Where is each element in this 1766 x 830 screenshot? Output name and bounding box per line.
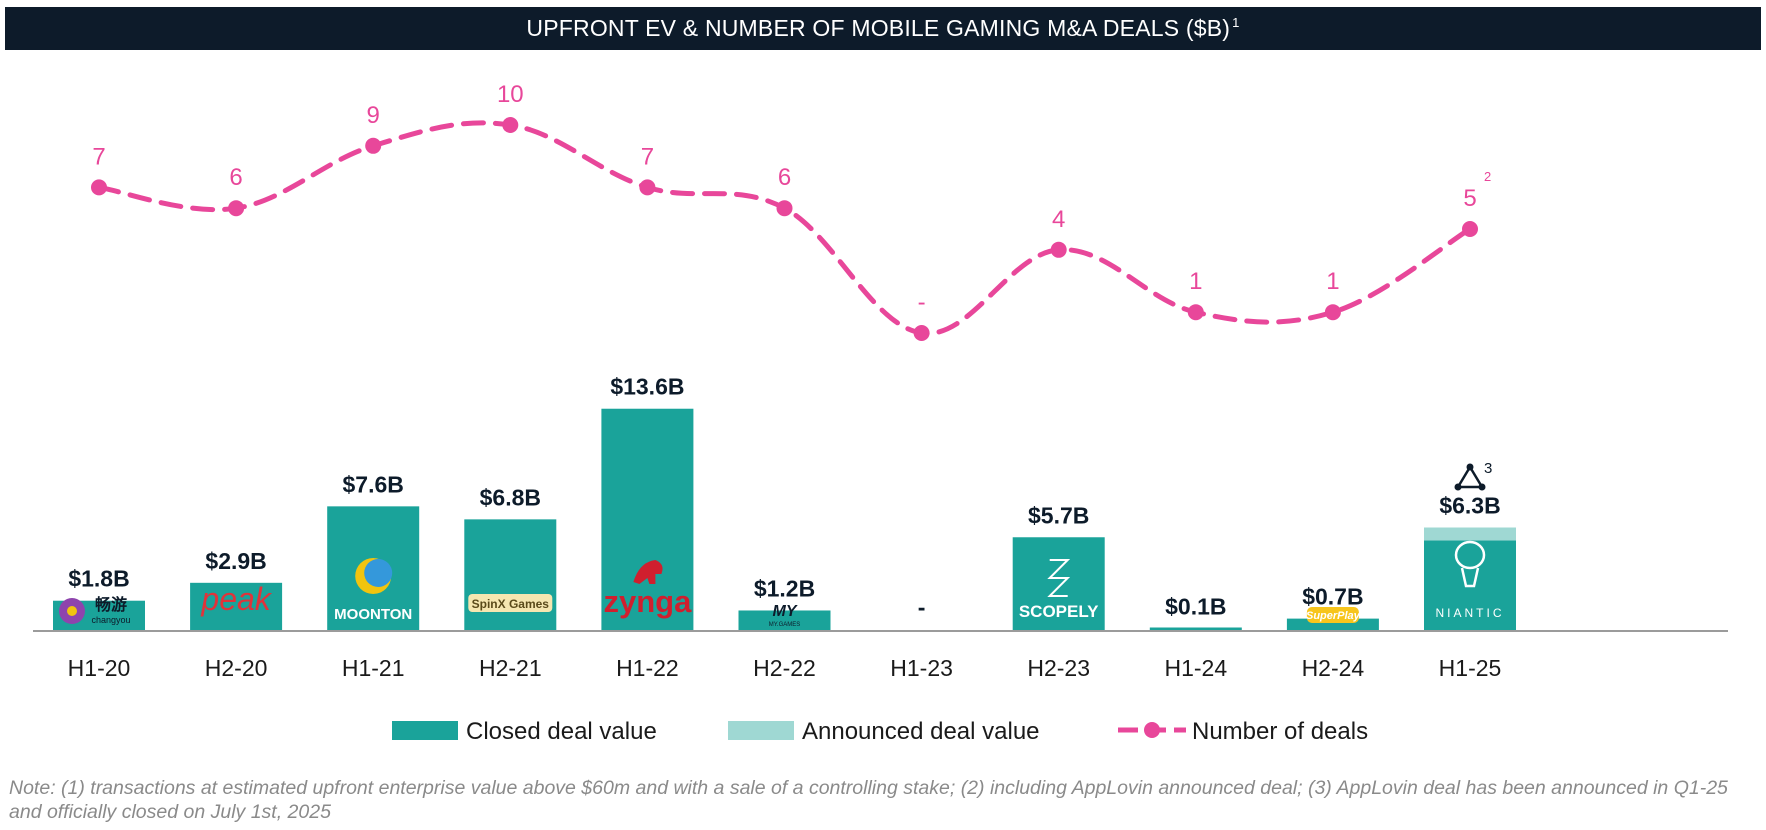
bar-closed-h2-24 [1286,618,1379,630]
bar-closed-h2-21 [464,519,557,630]
mygames-logo: MY.GAMES [769,622,801,628]
moonton-logo: MOONTON [334,606,412,623]
deals-point [639,179,656,196]
announced-footnote: 3 [1484,460,1492,477]
x-tick-label: H1-20 [68,655,131,681]
x-tick-label: H2-21 [479,655,542,681]
bar-value-label: - [918,594,926,620]
deals-label: 1 [1189,268,1202,295]
deals-label: 4 [1052,206,1065,233]
x-tick-label: H1-25 [1439,655,1502,681]
chart-canvas: $1.8B H1-20 $2.9B H2-20 $7.6B H1-21 $6.8B H2-21… [33,81,1728,745]
bar-value-label: $5.7B [1028,502,1089,528]
deals-point [1462,221,1478,237]
x-tick-label: H1-22 [616,655,679,681]
bar-value-label: $1.2B [754,575,815,601]
niantic-logo: NIANTIC [1436,606,1505,620]
chart-title-bar: UPFRONT EV & NUMBER OF MOBILE GAMING M&A… [5,7,1761,50]
mygames-logo-mark: MY [773,603,798,620]
scopely-logo: SCOPELY [1019,602,1099,621]
x-tick-label: H2-20 [205,655,268,681]
superplay-logo-bg [1306,607,1359,623]
bar-value-label: $0.7B [1302,584,1363,610]
niantic-balloon-icon [1454,540,1486,570]
legend-swatch-deals-dot [1144,722,1160,738]
bar-value-label: $1.8B [68,566,129,592]
applovin-icon-dot [1478,483,1486,491]
moonton-logo-mark-inner [364,559,393,587]
title-footnote: 1 [1232,15,1240,30]
x-tick-label: H2-22 [753,655,816,681]
applovin-icon-dot [1454,483,1462,491]
changyou-logo-subtext: changyou [91,615,130,625]
bar-closed-h1-22 [601,408,694,630]
scopely-logo-mark [1047,559,1071,597]
applovin-icon-dot [1466,463,1474,471]
bar-value-label: $13.6B [610,374,684,400]
bar-value-label: $0.1B [1165,593,1226,619]
legend-swatch-announced [728,721,794,740]
bar-value-label: $6.8B [480,484,541,510]
bar-value-label: $7.6B [343,471,404,497]
legend-label-announced: Announced deal value [802,718,1040,745]
legend-label-deals: Number of deals [1192,718,1368,745]
x-tick-label: H2-24 [1302,655,1365,681]
zynga-logo: zynga [603,584,692,619]
deals-point [365,137,382,154]
footnote-note: Note: (1) transactions at estimated upfr… [9,777,1728,823]
x-tick-label: H1-24 [1164,655,1227,681]
changyou-logo-text: 畅游 [95,595,127,614]
deals-label: 7 [92,143,105,170]
deals-label: 9 [367,102,380,129]
deals-point [776,200,793,217]
bar-value-label: $2.9B [205,548,266,574]
deals-point [91,179,107,196]
x-tick-label: H1-23 [890,655,953,681]
spinx-logo: SpinX Games [472,597,550,611]
deals-point [228,200,245,217]
peak-logo: peak [200,581,272,617]
deals-point [1324,304,1341,321]
deals-label: 7 [641,143,654,170]
deals-label: 6 [229,164,242,191]
changyou-logo-center [67,606,77,616]
deals-label: - [918,289,926,316]
bar-closed-h2-20 [190,582,283,630]
bar-value-label: $6.3B [1439,492,1500,518]
deals-label: 1 [1326,268,1339,295]
deals-label: 6 [778,164,791,191]
zynga-dog-icon [633,560,663,584]
chart-title: UPFRONT EV & NUMBER OF MOBILE GAMING M&A… [526,15,1231,41]
x-tick-label: H2-23 [1027,655,1090,681]
bar-announced-h1-25 [1424,527,1516,541]
superplay-logo: SuperPlay [1306,610,1361,622]
legend-label-closed: Closed deal value [466,718,657,745]
bar-closed-h2-22 [738,610,831,630]
deals-point [1050,241,1067,258]
bar-closed-h1-24 [1149,627,1242,630]
niantic-balloon-basket [1460,567,1480,588]
deals-label: 10 [497,81,524,108]
deals-line [96,120,1473,336]
deals-label: 5 [1463,185,1476,212]
deals-point [1187,304,1204,321]
bar-closed-h2-23 [1012,537,1105,630]
spinx-logo-bg [468,594,553,612]
x-tick-label: H1-21 [342,655,405,681]
deals-point [913,325,930,341]
deals-label-footnote: 2 [1484,169,1491,184]
applovin-icon [1455,464,1485,489]
deals-point [502,117,519,133]
legend-swatch-closed [392,721,458,740]
